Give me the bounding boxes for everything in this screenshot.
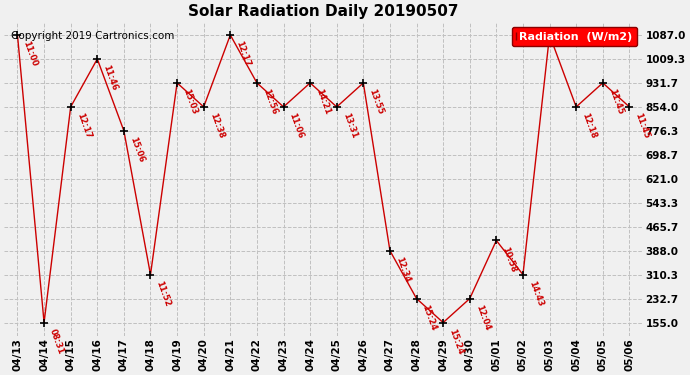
- Text: 10:58: 10:58: [500, 245, 518, 273]
- Text: 11:45: 11:45: [607, 87, 624, 116]
- Text: 11:00: 11:00: [21, 40, 39, 68]
- Text: 15:24: 15:24: [420, 303, 438, 332]
- Text: 12:56: 12:56: [261, 87, 279, 116]
- Text: 12:17: 12:17: [75, 111, 92, 140]
- Text: 15:24: 15:24: [447, 327, 465, 356]
- Legend: Radiation  (W/m2): Radiation (W/m2): [512, 27, 637, 46]
- Text: Copyright 2019 Cartronics.com: Copyright 2019 Cartronics.com: [10, 31, 174, 41]
- Text: 11:45: 11:45: [633, 111, 651, 140]
- Text: 12:34: 12:34: [394, 255, 411, 284]
- Text: 13:31: 13:31: [341, 111, 358, 140]
- Text: 12:04: 12:04: [474, 303, 491, 332]
- Text: 14:43: 14:43: [527, 279, 544, 308]
- Text: 15:03: 15:03: [181, 87, 199, 116]
- Title: Solar Radiation Daily 20190507: Solar Radiation Daily 20190507: [188, 4, 459, 19]
- Text: 12:38: 12:38: [208, 111, 225, 140]
- Text: 13:55: 13:55: [367, 87, 385, 116]
- Text: 15:06: 15:06: [128, 135, 146, 164]
- Text: 12:17: 12:17: [235, 40, 252, 68]
- Text: 11:52: 11:52: [155, 279, 172, 308]
- Text: 08:31: 08:31: [48, 327, 66, 355]
- Text: 14:21: 14:21: [314, 87, 332, 116]
- Text: 12:18: 12:18: [580, 111, 598, 140]
- Text: 11:46: 11:46: [101, 64, 119, 92]
- Text: 11:06: 11:06: [288, 111, 305, 140]
